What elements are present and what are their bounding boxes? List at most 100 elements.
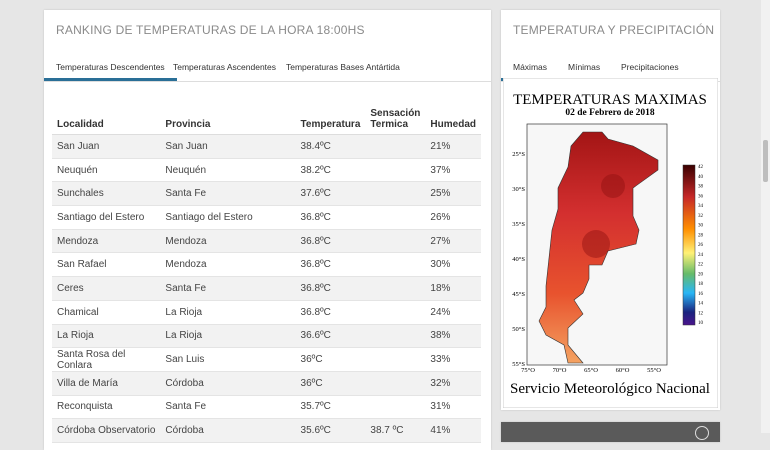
hot-zone (582, 230, 610, 258)
scale-label: 16 (698, 292, 704, 297)
lat-label: 55°S (512, 361, 525, 368)
table-cell: 33% (425, 347, 481, 372)
table-cell: Santiago del Estero (160, 205, 296, 230)
lat-label: 30°S (512, 186, 525, 193)
table-cell: La Rioja (160, 300, 296, 325)
table-cell: San Luis (160, 347, 296, 372)
table-cell: 36.8ºC (295, 252, 366, 278)
table-cell: 18% (425, 276, 481, 301)
table-cell: Córdoba (160, 418, 296, 443)
table-cell: 38.2ºC (295, 158, 366, 183)
table-cell: 35.7ºC (295, 395, 366, 420)
table-cell: 25% (425, 181, 481, 207)
table-cell: 30% (425, 252, 481, 278)
table-cell (365, 276, 426, 301)
table-cell: 36.8ºC (295, 229, 366, 254)
scale-label: 18 (698, 282, 704, 287)
table-cell (365, 371, 426, 396)
table-cell: 36ºC (295, 347, 366, 372)
table-cell: San Juan (160, 134, 296, 159)
tab[interactable]: Temperaturas Bases Antártida (286, 62, 400, 72)
table-row: Chamical La Rioja 36.8ºC 24% (52, 300, 481, 325)
table-cell: Córdoba (160, 371, 296, 396)
tab[interactable]: Máximas (500, 62, 560, 81)
table-cell: 21% (425, 134, 481, 159)
scale-label: 22 (698, 263, 704, 268)
table-cell: 24% (425, 300, 481, 325)
table-cell (365, 347, 426, 372)
weather-panel: TEMPERATURA Y PRECIPITACIÓN Máximas Míni… (500, 10, 720, 410)
table-cell: Chamical (52, 300, 161, 325)
table-row: San Juan San Juan 38.4ºC 21% (52, 134, 481, 159)
scale-label: 40 (698, 175, 704, 180)
table-row: Santiago del Estero Santiago del Estero 36… (52, 205, 481, 230)
scale-label: 20 (698, 272, 704, 277)
scale-label: 28 (698, 233, 704, 238)
header-row: Localidad Provincia Temperatura Sensación T… (52, 94, 481, 135)
page: {"ranking": {"title": "RANKING DE TEMPER… (44, 0, 770, 450)
table-cell (365, 181, 426, 207)
column-header: Sensación Termica (365, 94, 426, 135)
panel-title: TEMPERATURA Y PRECIPITACIÓN (513, 23, 715, 37)
hot-zone (601, 174, 625, 198)
table-cell: Neuquén (160, 158, 296, 183)
table-cell: Neuquén (52, 158, 161, 183)
scale-label: 36 (698, 194, 704, 199)
table-cell: La Rioja (52, 324, 161, 349)
table-cell: 38.7 ºC (365, 418, 426, 443)
column-header: Temperatura (295, 94, 366, 135)
table-row: Reconquista Santa Fe 35.7ºC 31% (52, 395, 481, 420)
table-row: Sunchales Santa Fe 37.6ºC 25% (52, 181, 481, 207)
table-cell: Córdoba Observatorio (52, 418, 161, 443)
temperature-map: TEMPERATURAS MAXIMAS 02 de Febrero de 20… (503, 78, 718, 408)
table-cell: 35.6ºC (295, 418, 366, 443)
scale-label: 34 (698, 204, 704, 209)
table-cell: Santa Fe (160, 395, 296, 420)
table-cell (365, 158, 426, 183)
map-footer: Servicio Meteorológico Nacional (510, 381, 710, 397)
lat-label: 25°S (512, 151, 525, 158)
scale-label: 10 (698, 321, 704, 326)
table-cell: 36.8ºC (295, 205, 366, 230)
table-cell: 37.6ºC (295, 181, 366, 207)
table-cell: 36.6ºC (295, 324, 366, 349)
scale-label: 14 (698, 302, 704, 307)
table-cell: Mendoza (160, 252, 296, 278)
lon-label: 70°O (553, 367, 567, 374)
table-row: San Rafael Mendoza 36.8ºC 30% (52, 252, 481, 278)
table-cell: 27% (425, 229, 481, 254)
scale-label: 30 (698, 224, 704, 229)
lat-label: 45°S (512, 291, 525, 298)
lat-label: 35°S (512, 221, 525, 228)
table-row: La Rioja La Rioja 36.6ºC 38% (52, 324, 481, 349)
icon[interactable] (695, 426, 709, 440)
tab[interactable]: Precipitaciones (621, 62, 679, 72)
table-row: Mendoza Mendoza 36.8ºC 27% (52, 229, 481, 254)
table-cell: 26% (425, 205, 481, 230)
table-cell (365, 395, 426, 420)
column-header: Provincia (160, 94, 296, 135)
tab[interactable]: Mínimas (568, 62, 601, 72)
scale-label: 32 (698, 214, 704, 219)
table-cell: Santa Fe (160, 276, 296, 301)
table-cell: 36ºC (295, 371, 366, 396)
table-row: Neuquén Neuquén 38.2ºC 37% (52, 158, 481, 183)
argentina-shape (538, 131, 659, 364)
lon-label: 75°O (521, 367, 535, 374)
table-cell: San Juan (52, 134, 161, 159)
table-row: Córdoba Observatorio Córdoba 35.6ºC 38.7 ºC… (52, 418, 481, 443)
lon-label: 65°O (584, 367, 598, 374)
table-cell: San Rafael (52, 252, 161, 278)
table-cell: Mendoza (160, 229, 296, 254)
table-cell (365, 252, 426, 278)
scroll-thumb[interactable] (763, 140, 768, 182)
tab[interactable]: Temperaturas Descendentes (44, 62, 177, 81)
scrollbar (761, 0, 770, 433)
table-row: Villa de María Córdoba 36ºC 32% (52, 371, 481, 396)
tab[interactable]: Temperaturas Ascendentes (173, 62, 277, 72)
ranking-table: Localidad Provincia Temperatura Sensación T… (52, 94, 481, 443)
lat-label: 40°S (512, 256, 525, 263)
table-cell (365, 205, 426, 230)
map-title: TEMPERATURAS MAXIMAS (513, 92, 707, 108)
scale-label: 24 (698, 253, 704, 258)
